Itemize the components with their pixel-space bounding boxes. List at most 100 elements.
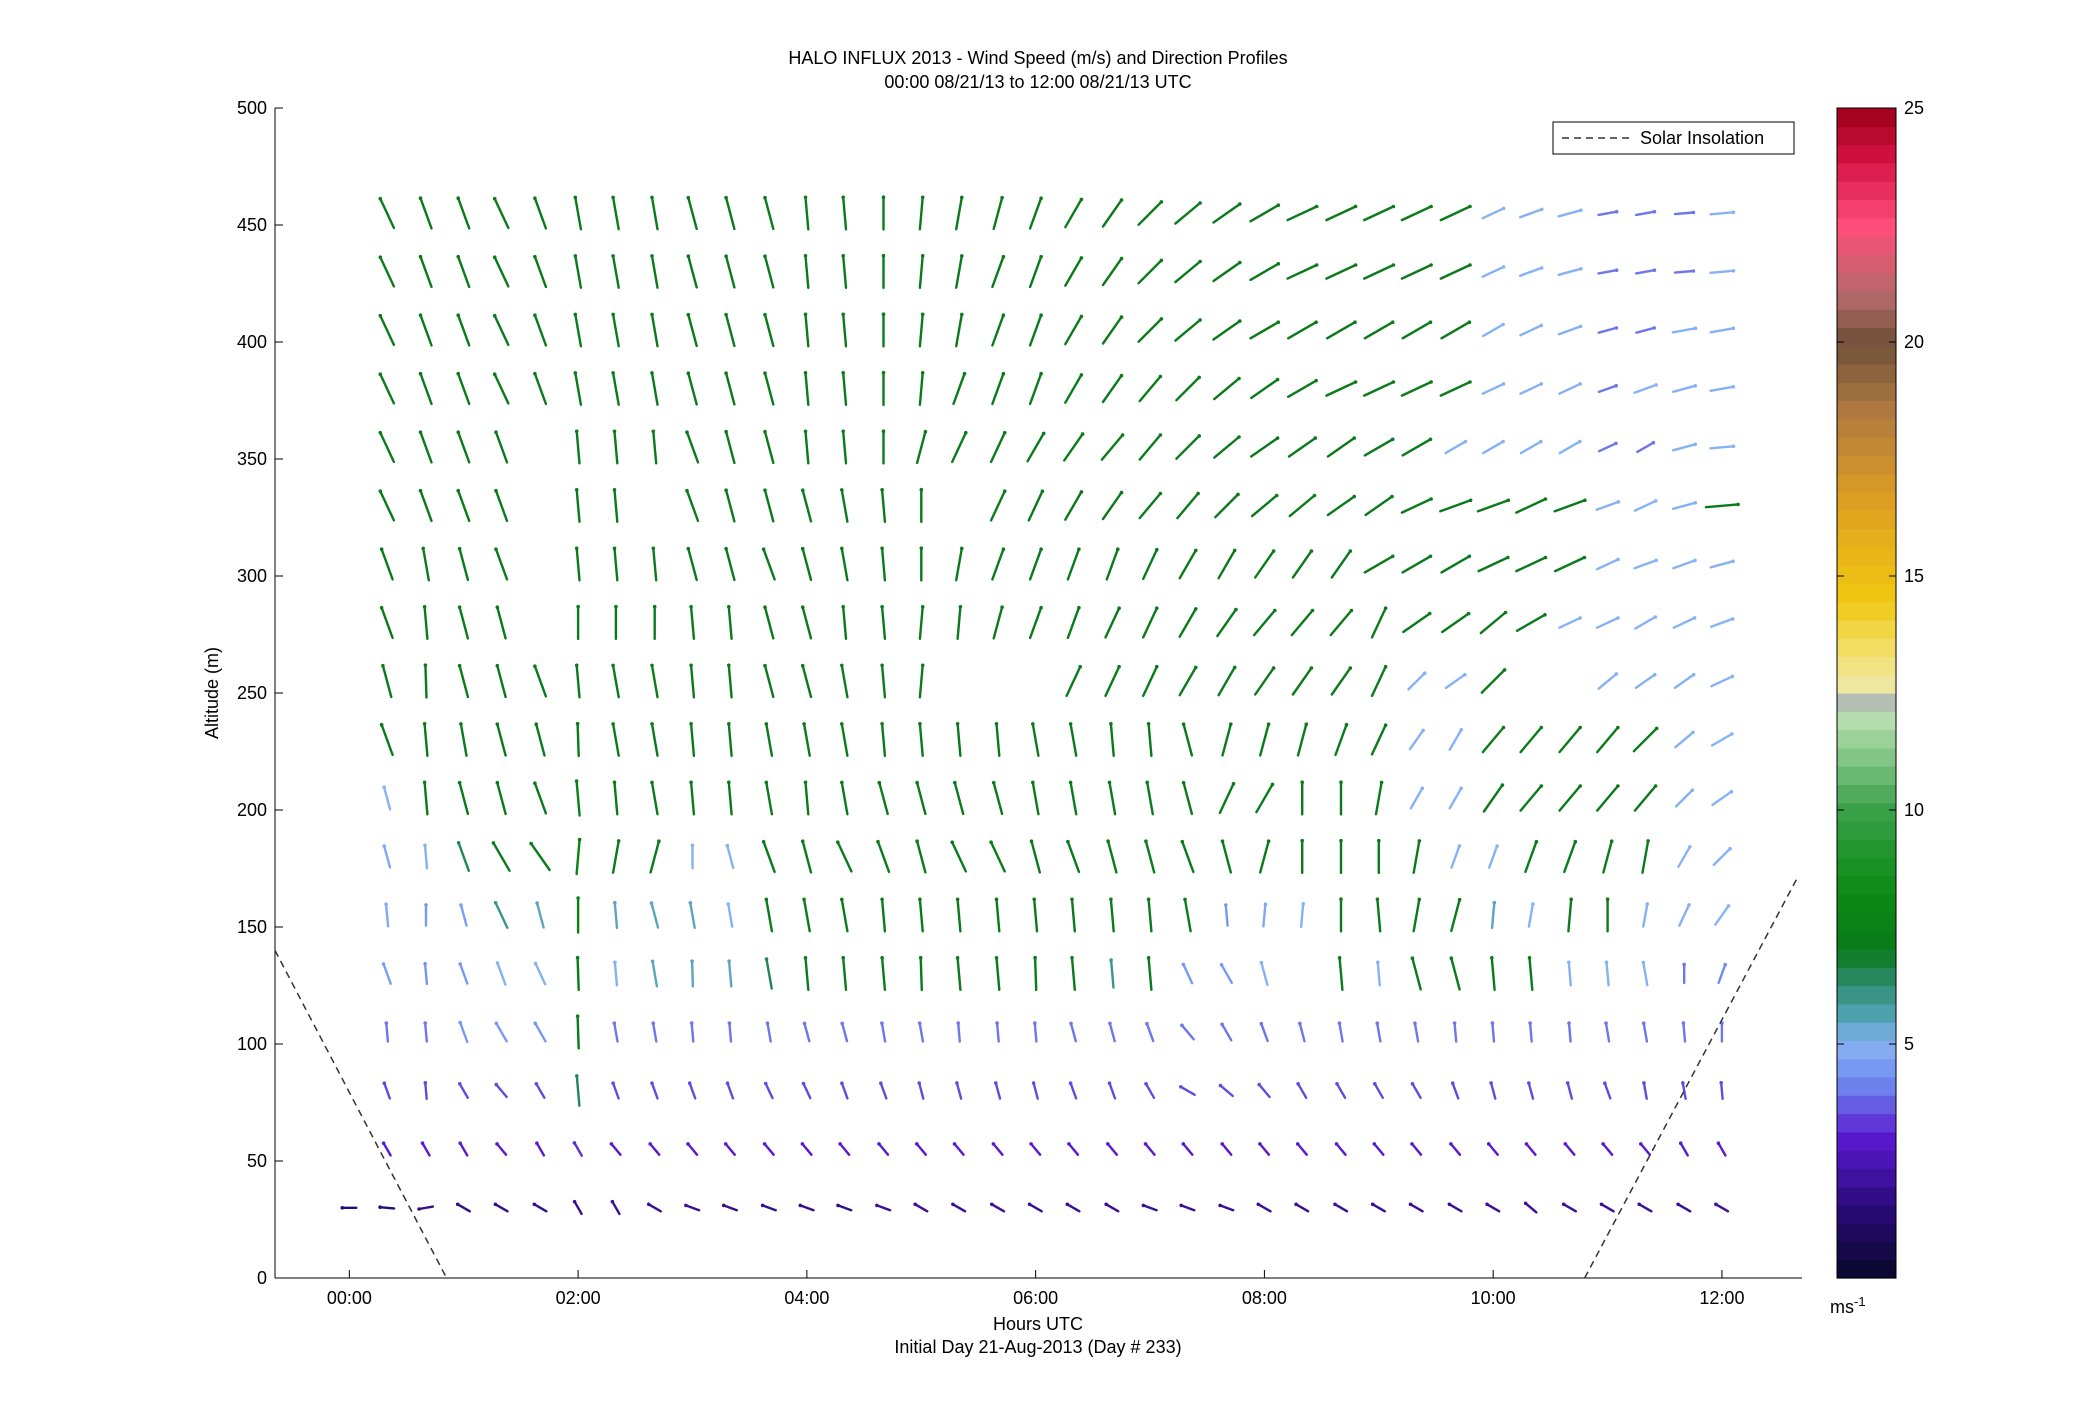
wind-arrow (1364, 495, 1394, 517)
wind-arrow-head (1582, 555, 1587, 560)
wind-arrow (838, 1142, 851, 1156)
wind-arrow-head (1573, 839, 1578, 844)
wind-arrow (496, 664, 507, 699)
wind-arrow-head (800, 1142, 805, 1146)
wind-arrow-head (1117, 606, 1121, 610)
wind-arrow-head (764, 722, 769, 726)
wind-arrow-head (378, 1205, 382, 1209)
wind-arrow (727, 605, 733, 640)
wind-arrow (1069, 1081, 1078, 1100)
wind-arrow-head (724, 546, 728, 551)
wind-arrow (880, 664, 887, 699)
wind-arrow (763, 313, 775, 348)
wind-arrow (991, 314, 1005, 347)
wind-arrow-head (689, 1021, 694, 1025)
colorbar-strip (1837, 400, 1896, 420)
wind-arrow (533, 255, 548, 289)
wind-arrow (1221, 723, 1233, 757)
wind-arrow-head (1039, 605, 1043, 610)
wind-arrow (419, 431, 433, 464)
wind-arrow-head (1417, 839, 1422, 843)
wind-arrow-head (760, 1203, 765, 1208)
wind-arrow-head (1039, 313, 1043, 318)
wind-arrow (575, 547, 581, 582)
wind-arrow-head (764, 897, 769, 902)
wind-arrow (1028, 314, 1043, 347)
solar-insolation-line (275, 950, 448, 1278)
colorbar-strip (1837, 546, 1896, 566)
colorbar-strip (1837, 1113, 1896, 1133)
wind-arrow-head (955, 1081, 959, 1085)
wind-arrow (1449, 1142, 1462, 1156)
wind-arrow (956, 898, 962, 933)
wind-arrow-head (1377, 838, 1381, 843)
wind-arrow-head (494, 547, 498, 551)
wind-arrow (1637, 1203, 1653, 1213)
wind-arrow-head (1567, 1021, 1571, 1025)
wind-arrow (1567, 898, 1573, 933)
wind-arrow-head (841, 429, 845, 434)
wind-arrow-head (1653, 784, 1658, 788)
wind-arrow (955, 254, 963, 289)
wind-arrow-head (1146, 722, 1151, 726)
wind-arrow-head (533, 664, 537, 668)
wind-arrow (880, 547, 887, 582)
wind-arrow (534, 962, 547, 986)
wind-arrow-head (611, 722, 615, 726)
wind-arrow-head (1652, 268, 1657, 273)
wind-arrow (494, 548, 509, 581)
wind-arrow (995, 956, 1001, 991)
wind-arrow (1376, 961, 1382, 987)
wind-arrow-head (1468, 380, 1472, 384)
wind-arrow-head (1391, 380, 1396, 384)
wind-arrow (956, 605, 962, 640)
wind-arrow (724, 372, 736, 406)
wind-arrow (423, 844, 429, 870)
wind-arrow-head (803, 312, 808, 317)
wind-arrow (995, 898, 1001, 933)
colorbar-strip (1837, 619, 1896, 639)
wind-arrow (1634, 269, 1656, 275)
wind-arrow-head (1413, 1021, 1417, 1025)
wind-arrow (1597, 210, 1618, 217)
wind-arrow (799, 1204, 815, 1212)
wind-arrow-head (1641, 960, 1646, 965)
colorbar-strip (1837, 181, 1896, 201)
wind-arrow (493, 314, 510, 347)
colorbar-tick-label: 25 (1904, 98, 1924, 118)
wind-arrow (1597, 442, 1618, 453)
wind-arrow-head (763, 254, 767, 258)
wind-arrow-head (417, 1207, 421, 1211)
wind-arrow-head (1691, 672, 1696, 677)
x-axis-ticks: 00:00 02:00 04:00 06:00 08:00 10:00 12:00 (327, 1270, 1744, 1308)
wind-arrow (1525, 1142, 1537, 1156)
wind-arrow (384, 903, 390, 928)
wind-arrow-head (1578, 324, 1583, 329)
wind-arrow-head (1450, 1081, 1455, 1085)
wind-arrow (380, 723, 394, 757)
wind-arrow-head (458, 1141, 463, 1145)
wind-arrow-head (535, 901, 539, 905)
wind-arrow-head (1181, 780, 1186, 785)
wind-arrow (1709, 269, 1735, 274)
wind-arrow-head (533, 196, 537, 200)
wind-arrow-head (381, 663, 385, 668)
wind-arrow (1566, 1081, 1574, 1100)
wind-arrow (804, 781, 810, 816)
wind-arrow (1636, 441, 1655, 454)
wind-arrow (957, 1021, 961, 1043)
wind-arrow (685, 489, 700, 523)
wind-arrow (687, 372, 698, 406)
wind-arrow-head (1691, 210, 1696, 215)
wind-arrow (876, 840, 891, 874)
wind-arrow (1671, 384, 1697, 393)
colorbar-strip (1837, 1223, 1896, 1243)
wind-arrow (1634, 615, 1657, 630)
wind-arrow (842, 956, 848, 991)
wind-arrow-head (951, 1202, 955, 1207)
x-tick-label: 08:00 (1242, 1288, 1287, 1308)
wind-arrow-head (657, 839, 661, 843)
wind-arrow-head (1033, 955, 1037, 960)
wind-arrow-head (1527, 956, 1532, 960)
y-tick-label: 150 (237, 917, 267, 937)
